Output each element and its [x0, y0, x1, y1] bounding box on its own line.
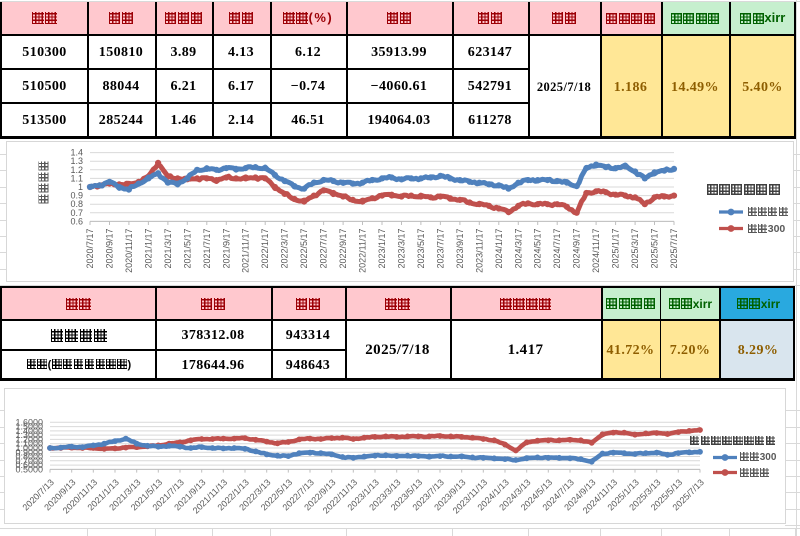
svg-text:2022/1/17: 2022/1/17 [260, 229, 270, 269]
svg-text:2021/11/17: 2021/11/17 [241, 229, 251, 273]
svg-text:1.3: 1.3 [70, 156, 83, 166]
svg-text:2021/7/17: 2021/7/17 [202, 229, 212, 269]
svg-text:2025/3/17: 2025/3/17 [630, 229, 640, 269]
svg-text:2022/7/17: 2022/7/17 [319, 229, 329, 269]
svg-text:2024/7/17: 2024/7/17 [552, 229, 562, 269]
svg-text:1.0000: 1.0000 [15, 443, 43, 453]
svg-text:2025/1/17: 2025/1/17 [611, 229, 621, 269]
svg-text:2020/7/17: 2020/7/17 [85, 229, 95, 269]
svg-text:2021/9/17: 2021/9/17 [221, 229, 231, 269]
svg-text:2022/5/17: 2022/5/17 [299, 229, 309, 269]
svg-text:2023/7/17: 2023/7/17 [435, 229, 445, 269]
svg-text:1.5000: 1.5000 [15, 422, 43, 432]
svg-text:2022/9/17: 2022/9/17 [338, 229, 348, 269]
svg-text:0.9000: 0.9000 [15, 447, 43, 457]
svg-text:2021/1/17: 2021/1/17 [143, 229, 153, 269]
svg-text:0.6: 0.6 [70, 216, 83, 226]
svg-text:1.1000: 1.1000 [15, 439, 43, 449]
svg-text:2022/3/17: 2022/3/17 [280, 229, 290, 269]
svg-text:0.5000: 0.5000 [15, 464, 43, 474]
svg-text:2020/11/17: 2020/11/17 [124, 229, 134, 273]
svg-text:1.2: 1.2 [70, 165, 83, 175]
svg-text:2020/9/17: 2020/9/17 [105, 229, 115, 269]
svg-text:2022/11/17: 2022/11/17 [358, 229, 368, 273]
svg-text:2024/9/17: 2024/9/17 [572, 229, 582, 269]
svg-text:2023/9/17: 2023/9/17 [455, 229, 465, 269]
svg-text:0.6000: 0.6000 [15, 460, 43, 470]
svg-text:2024/1/17: 2024/1/17 [494, 229, 504, 269]
svg-text:2023/1/17: 2023/1/17 [377, 229, 387, 269]
svg-text:1.4: 1.4 [70, 148, 83, 158]
svg-text:2024/5/17: 2024/5/17 [533, 229, 543, 269]
svg-text:0.8: 0.8 [70, 199, 83, 209]
svg-text:0.7: 0.7 [70, 208, 83, 218]
svg-text:1.6000: 1.6000 [15, 417, 43, 427]
svg-text:0.9: 0.9 [70, 191, 83, 201]
svg-text:0.7000: 0.7000 [15, 456, 43, 466]
svg-text:2024/3/17: 2024/3/17 [513, 229, 523, 269]
svg-text:2023/11/17: 2023/11/17 [474, 229, 484, 273]
svg-text:1: 1 [78, 182, 83, 192]
svg-text:1.1: 1.1 [70, 173, 83, 183]
svg-text:2024/11/17: 2024/11/17 [591, 229, 601, 273]
svg-text:2023/3/17: 2023/3/17 [397, 229, 407, 269]
svg-text:1.3000: 1.3000 [15, 430, 43, 440]
svg-text:0.8000: 0.8000 [15, 452, 43, 462]
svg-text:2025/5/17: 2025/5/17 [650, 229, 660, 269]
svg-text:2021/3/17: 2021/3/17 [163, 229, 173, 269]
svg-text:1.4000: 1.4000 [15, 426, 43, 436]
svg-text:2025/7/17: 2025/7/17 [669, 229, 679, 269]
svg-text:2023/5/17: 2023/5/17 [416, 229, 426, 269]
svg-text:2021/5/17: 2021/5/17 [182, 229, 192, 269]
svg-text:1.2000: 1.2000 [15, 434, 43, 444]
